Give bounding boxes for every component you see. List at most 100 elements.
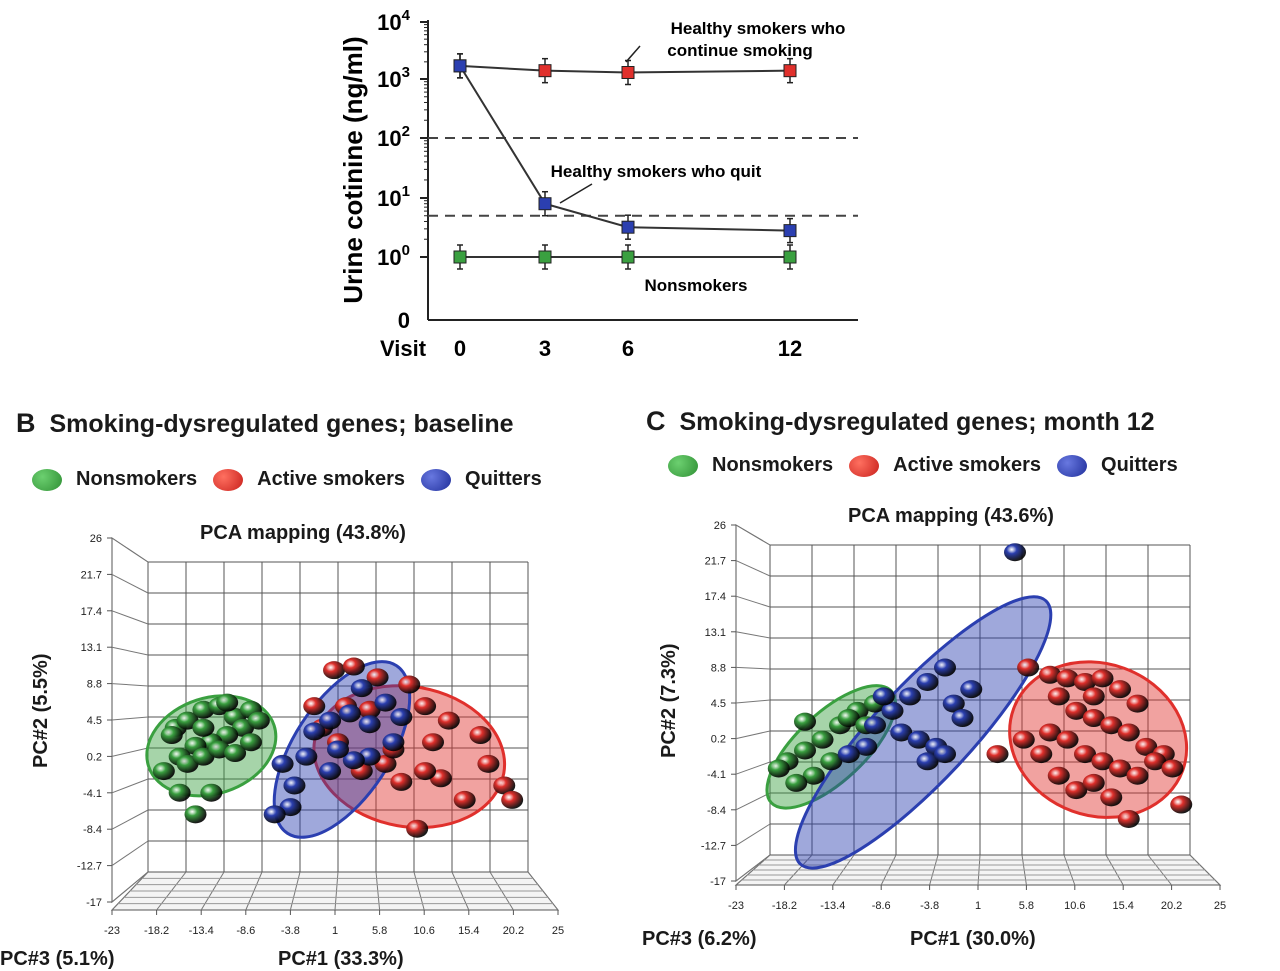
data-point bbox=[916, 752, 939, 771]
x-tick-label: 25 bbox=[552, 925, 564, 937]
data-point bbox=[1065, 701, 1088, 720]
data-point bbox=[374, 693, 397, 712]
grid-line bbox=[735, 699, 771, 704]
panel-b-title: Smoking-dysregulated genes; baseline bbox=[49, 410, 514, 438]
y-tick-label: 21.7 bbox=[81, 569, 102, 581]
data-point bbox=[390, 772, 413, 791]
annotation-continue-smoking: continue smoking bbox=[667, 41, 812, 60]
x-axis-title: Visit bbox=[380, 336, 427, 361]
data-point bbox=[1135, 737, 1158, 756]
x-tick-label: -3.8 bbox=[281, 925, 300, 937]
panel-c-legend: Nonsmokers Active smokers Quitters bbox=[668, 454, 1194, 477]
data-point bbox=[1100, 716, 1123, 735]
legend-dot-blue bbox=[1057, 454, 1088, 477]
panel-b-letter: B bbox=[16, 408, 36, 438]
grid-line bbox=[111, 573, 149, 594]
panel-c-letter: C bbox=[646, 406, 666, 436]
x-tick-label: 20.2 bbox=[503, 925, 524, 937]
grid-line bbox=[111, 747, 149, 757]
data-point bbox=[1161, 759, 1184, 778]
legend-label-quitters: Quitters bbox=[465, 468, 542, 490]
data-point bbox=[916, 672, 939, 691]
panel-c-title: Smoking-dysregulated genes; month 12 bbox=[679, 408, 1155, 436]
y-tick-label: -4.1 bbox=[83, 788, 102, 800]
grid-line bbox=[111, 646, 149, 656]
y-tick-label: 8.8 bbox=[711, 662, 726, 674]
y-tick-label: 102 bbox=[377, 123, 410, 151]
data-point bbox=[837, 745, 860, 764]
data-point bbox=[942, 694, 965, 713]
grid-line bbox=[111, 610, 149, 625]
x-tick-label: 0 bbox=[454, 336, 466, 361]
data-point bbox=[1056, 730, 1079, 749]
data-marker bbox=[538, 64, 552, 78]
grid-line bbox=[735, 761, 771, 775]
data-point bbox=[160, 726, 183, 745]
data-point bbox=[152, 762, 175, 781]
data-point bbox=[216, 693, 239, 712]
data-marker bbox=[538, 197, 552, 211]
x-tick-label: 6 bbox=[622, 336, 634, 361]
y-tick-label: 0.2 bbox=[711, 734, 726, 746]
y-tick-label: 0.2 bbox=[87, 751, 102, 763]
legend-item-quitters: Quitters bbox=[421, 468, 542, 491]
data-point bbox=[794, 712, 816, 731]
data-point bbox=[1126, 766, 1149, 785]
data-point bbox=[247, 711, 270, 730]
grid-line bbox=[111, 683, 149, 687]
data-point bbox=[811, 730, 834, 749]
legend-label-nonsmokers: Nonsmokers bbox=[76, 468, 198, 490]
grid-line bbox=[735, 524, 771, 546]
x-tick-label: 1 bbox=[975, 900, 981, 912]
legend-dot-red bbox=[213, 468, 244, 491]
y-tick-label: 4.5 bbox=[87, 715, 102, 727]
x-tick-label: 1 bbox=[332, 925, 338, 937]
y-tick-label: -8.4 bbox=[83, 824, 102, 836]
y-tick-label: 100 bbox=[377, 242, 410, 270]
data-point bbox=[200, 783, 223, 802]
data-point bbox=[477, 754, 500, 773]
legend-item-active-smokers: Active smokers bbox=[849, 454, 1041, 477]
data-point bbox=[366, 668, 389, 687]
data-point bbox=[1109, 759, 1131, 778]
data-marker bbox=[538, 250, 552, 264]
data-point bbox=[414, 697, 437, 716]
data-point bbox=[986, 745, 1009, 764]
panel-c-heading: C Smoking-dysregulated genes; month 12 bbox=[646, 406, 1155, 437]
y-tick-label: -8.4 bbox=[707, 805, 726, 817]
data-point bbox=[1082, 687, 1105, 706]
legend-item-quitters: Quitters bbox=[1057, 454, 1178, 477]
data-point bbox=[934, 745, 956, 764]
y-axis-title: Urine cotinine (ng/ml) bbox=[338, 36, 368, 303]
data-point bbox=[794, 741, 816, 760]
legend-item-nonsmokers: Nonsmokers bbox=[668, 454, 833, 477]
data-point bbox=[342, 751, 365, 770]
x-tick-label: -18.2 bbox=[144, 925, 169, 937]
y-tick-label: 104 bbox=[377, 7, 410, 35]
data-point bbox=[872, 687, 895, 706]
data-point bbox=[820, 752, 843, 771]
data-point bbox=[453, 790, 476, 809]
data-point bbox=[295, 747, 318, 766]
data-marker bbox=[783, 64, 797, 78]
grid-line bbox=[111, 809, 149, 830]
y-tick-label: 8.8 bbox=[87, 679, 102, 691]
data-point bbox=[1082, 773, 1105, 792]
data-point bbox=[414, 762, 437, 781]
grid-line bbox=[735, 631, 771, 639]
data-point bbox=[864, 716, 886, 735]
x-tick-label: 15.4 bbox=[1112, 900, 1133, 912]
data-point bbox=[338, 704, 361, 723]
series-line bbox=[459, 64, 791, 74]
annotation-continue-smoking: Healthy smokers who bbox=[671, 19, 846, 38]
data-point bbox=[1074, 672, 1096, 691]
annotation-nonsmokers: Nonsmokers bbox=[645, 276, 748, 295]
y-tick-label: 103 bbox=[377, 64, 410, 92]
data-marker bbox=[453, 250, 467, 264]
data-point bbox=[239, 733, 262, 752]
y-tick-label: 21.7 bbox=[705, 556, 726, 568]
data-point bbox=[271, 754, 294, 773]
data-point bbox=[1126, 694, 1149, 713]
grid-line bbox=[735, 730, 771, 740]
data-point bbox=[1004, 543, 1026, 562]
